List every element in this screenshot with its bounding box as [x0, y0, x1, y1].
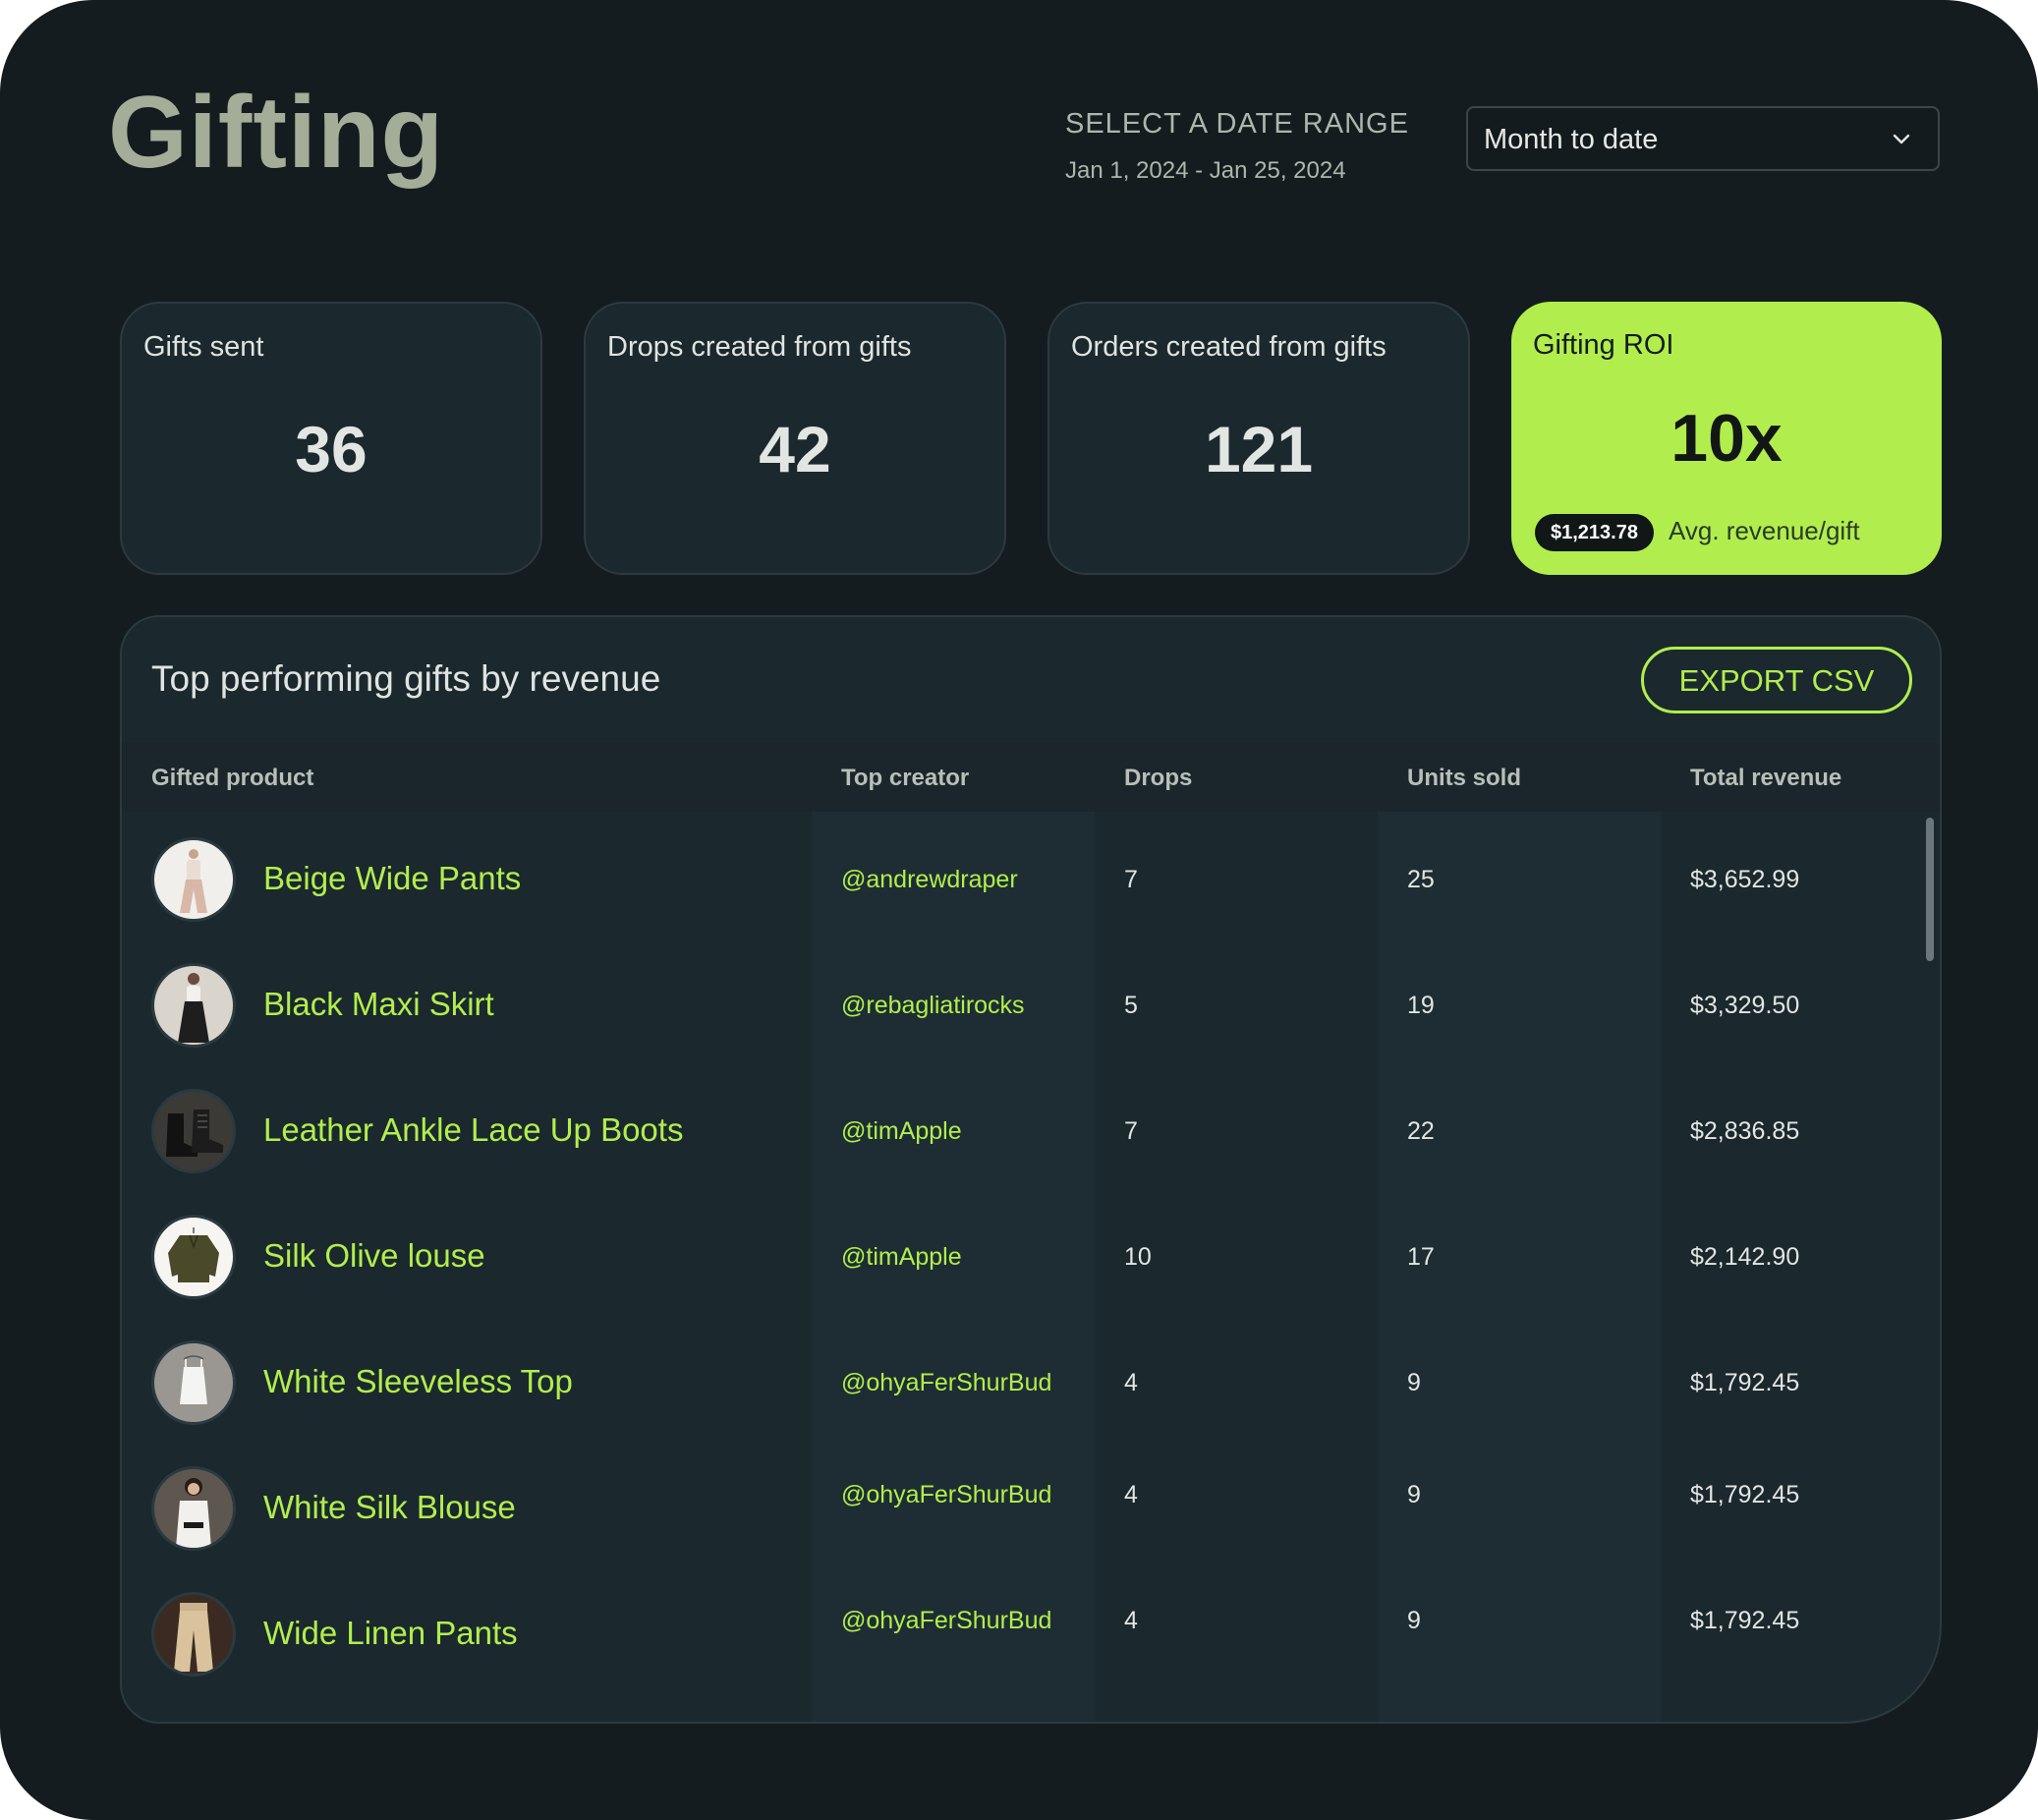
- creator-handle[interactable]: @ohyaFerShurBud: [841, 1607, 1052, 1634]
- column-band-creator: [812, 812, 1095, 1722]
- table-row[interactable]: White Silk Blouse @ohyaFerShurBud 4 9 $1…: [122, 1446, 1940, 1571]
- table-row[interactable]: Black Maxi Skirt @rebagliatirocks 5 19 $…: [122, 942, 1940, 1068]
- product-thumbnail: [151, 1592, 236, 1677]
- units-value: 19: [1407, 992, 1435, 1019]
- revenue-value: $3,329.50: [1690, 992, 1800, 1019]
- stat-value: 121: [1204, 413, 1314, 485]
- roi-value: 10x: [1670, 401, 1783, 476]
- product-name[interactable]: White Silk Blouse: [263, 1489, 516, 1525]
- revenue-value: $3,652.99: [1690, 866, 1800, 893]
- column-band-units: [1378, 812, 1661, 1722]
- table-row[interactable]: Beige Wide Pants @andrewdraper 7 25 $3,6…: [122, 817, 1940, 942]
- creator-handle[interactable]: @andrewdraper: [841, 866, 1018, 893]
- column-header-product[interactable]: Gifted product: [151, 765, 314, 791]
- product-thumbnail: [151, 1089, 236, 1173]
- product-thumbnail: [151, 1466, 236, 1551]
- units-value: 17: [1407, 1243, 1435, 1271]
- product-thumbnail: [151, 837, 236, 922]
- creator-handle[interactable]: @rebagliatirocks: [841, 992, 1025, 1019]
- date-range-value: Jan 1, 2024 - Jan 25, 2024: [1065, 157, 1346, 184]
- stat-label: Orders created from gifts: [1071, 331, 1387, 363]
- drops-value: 4: [1124, 1369, 1138, 1396]
- select-value: Month to date: [1484, 124, 1659, 155]
- drops-value: 4: [1124, 1481, 1138, 1508]
- product-name[interactable]: Beige Wide Pants: [263, 860, 522, 896]
- creator-handle[interactable]: @ohyaFerShurBud: [841, 1369, 1052, 1396]
- product-name[interactable]: Wide Linen Pants: [263, 1615, 518, 1651]
- units-value: 9: [1407, 1481, 1421, 1508]
- table-row[interactable]: Silk Olive louse @timApple 10 17 $2,142.…: [122, 1194, 1940, 1320]
- top-gifts-panel: Top performing gifts by revenue EXPORT C…: [120, 615, 1942, 1724]
- creator-handle[interactable]: @ohyaFerShurBud: [841, 1481, 1052, 1508]
- avg-revenue-badge: $1,213.78: [1535, 514, 1654, 551]
- chevron-down-icon: [1893, 134, 1910, 144]
- table-row[interactable]: Wide Linen Pants @ohyaFerShurBud 4 9 $1,…: [122, 1571, 1940, 1697]
- date-range-select[interactable]: Month to date: [1466, 106, 1940, 171]
- drops-value: 7: [1124, 866, 1138, 893]
- column-header-drops[interactable]: Drops: [1124, 765, 1193, 791]
- table-row[interactable]: White Sleeveless Top @ohyaFerShurBud 4 9…: [122, 1320, 1940, 1446]
- creator-handle[interactable]: @timApple: [841, 1117, 962, 1145]
- product-thumbnail: [151, 1340, 236, 1425]
- revenue-value: $2,142.90: [1690, 1243, 1800, 1271]
- units-value: 9: [1407, 1369, 1421, 1396]
- table-scrollbar[interactable]: [1926, 818, 1934, 961]
- revenue-value: $2,836.85: [1690, 1117, 1800, 1145]
- page-title: Gifting: [108, 76, 445, 190]
- avg-revenue-label: Avg. revenue/gift: [1669, 516, 1860, 545]
- stat-card-drops-created: Drops created from gifts 42: [584, 302, 1006, 575]
- drops-value: 10: [1124, 1243, 1152, 1271]
- drops-value: 4: [1124, 1607, 1138, 1634]
- column-header-creator[interactable]: Top creator: [841, 765, 970, 791]
- product-thumbnail: [151, 963, 236, 1048]
- product-name[interactable]: White Sleeveless Top: [263, 1363, 573, 1399]
- column-header-revenue[interactable]: Total revenue: [1690, 765, 1842, 791]
- drops-value: 5: [1124, 992, 1138, 1019]
- product-name[interactable]: Silk Olive louse: [263, 1237, 485, 1274]
- roi-label: Gifting ROI: [1533, 329, 1674, 361]
- stat-card-gifting-roi: Gifting ROI 10x $1,213.78 Avg. revenue/g…: [1511, 302, 1942, 575]
- drops-value: 7: [1124, 1117, 1138, 1145]
- product-thumbnail: [151, 1215, 236, 1299]
- stat-value: 42: [759, 413, 831, 485]
- export-csv-button[interactable]: EXPORT CSV: [1641, 647, 1912, 713]
- product-name[interactable]: Leather Ankle Lace Up Boots: [263, 1111, 684, 1148]
- units-value: 25: [1407, 866, 1435, 893]
- product-name[interactable]: Black Maxi Skirt: [263, 986, 494, 1022]
- revenue-value: $1,792.45: [1690, 1369, 1800, 1396]
- stat-value: 36: [295, 413, 368, 485]
- units-value: 22: [1407, 1117, 1435, 1145]
- date-range-label: SELECT A DATE RANGE: [1065, 108, 1409, 140]
- panel-title: Top performing gifts by revenue: [151, 658, 661, 699]
- creator-handle[interactable]: @timApple: [841, 1243, 962, 1271]
- stat-card-orders-created: Orders created from gifts 121: [1047, 302, 1470, 575]
- stat-label: Gifts sent: [143, 331, 264, 363]
- units-value: 9: [1407, 1607, 1421, 1634]
- stat-card-gifts-sent: Gifts sent 36: [120, 302, 542, 575]
- stat-label: Drops created from gifts: [607, 331, 912, 363]
- revenue-value: $1,792.45: [1690, 1481, 1800, 1508]
- table-header: Gifted product Top creator Drops Units s…: [122, 743, 1940, 812]
- revenue-value: $1,792.45: [1690, 1607, 1800, 1634]
- table-row[interactable]: Leather Ankle Lace Up Boots @timApple 7 …: [122, 1068, 1940, 1194]
- column-header-units[interactable]: Units sold: [1407, 765, 1522, 791]
